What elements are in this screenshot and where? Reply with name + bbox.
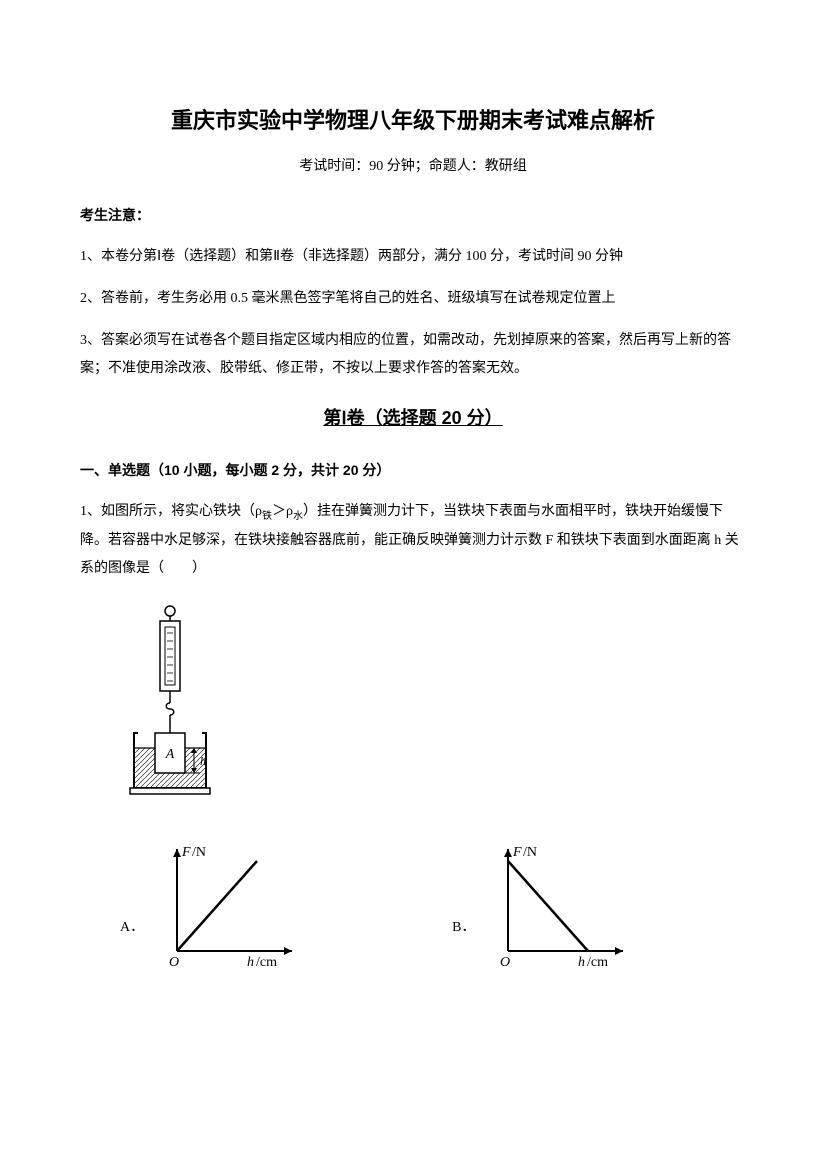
svg-text:A: A [165, 747, 175, 762]
svg-text:O: O [500, 955, 510, 970]
svg-text:/cm: /cm [256, 955, 277, 970]
svg-text:F: F [181, 845, 191, 860]
svg-text:h: h [200, 754, 206, 768]
notice-header: 考生注意： [80, 202, 746, 229]
q1-mid1: ＞ρ [272, 504, 293, 519]
svg-text:h: h [578, 955, 585, 970]
q1-sub2: 水 [293, 511, 303, 522]
chart-b: F /N O h /cm [483, 841, 633, 971]
exam-subtitle: 考试时间：90 分钟；命题人：教研组 [80, 154, 746, 181]
svg-text:/N: /N [523, 845, 537, 860]
option-a: A． F /N O h /cm [120, 841, 302, 971]
chart-a: F /N O h /cm [152, 841, 302, 971]
svg-text:F: F [512, 845, 522, 860]
exam-title: 重庆市实验中学物理八年级下册期末考试难点解析 [80, 100, 746, 142]
q1-prefix: 1、如图所示，将实心铁块（ρ [80, 504, 262, 519]
svg-text:O: O [169, 955, 179, 970]
svg-text:h: h [247, 955, 254, 970]
options-row: A． F /N O h /cm B． F [120, 841, 746, 971]
notice-3: 3、答案必须写在试卷各个题目指定区域内相应的位置，如需改动，先划掉原来的答案，然… [80, 327, 746, 383]
option-b: B． F /N O h /cm [452, 841, 633, 971]
q1-sub1: 铁 [262, 511, 272, 522]
question-1: 1、如图所示，将实心铁块（ρ铁＞ρ水）挂在弹簧测力计下，当铁块下表面与水面相平时… [80, 498, 746, 583]
notice-1: 1、本卷分第Ⅰ卷（选择题）和第Ⅱ卷（非选择题）两部分，满分 100 分，考试时间… [80, 243, 746, 271]
notice-2: 2、答卷前，考生务必用 0.5 毫米黑色签字笔将自己的姓名、班级填写在试卷规定位… [80, 285, 746, 313]
svg-text:/N: /N [192, 845, 206, 860]
option-a-label: A． [120, 915, 144, 972]
section1-header: 第Ⅰ卷（选择题 20 分） [80, 401, 746, 435]
svg-text:/cm: /cm [587, 955, 608, 970]
option-b-label: B． [452, 915, 475, 972]
section1-sub: 一、单选题（10 小题，每小题 2 分，共计 20 分） [80, 457, 746, 484]
apparatus-figure: A h [120, 603, 746, 814]
